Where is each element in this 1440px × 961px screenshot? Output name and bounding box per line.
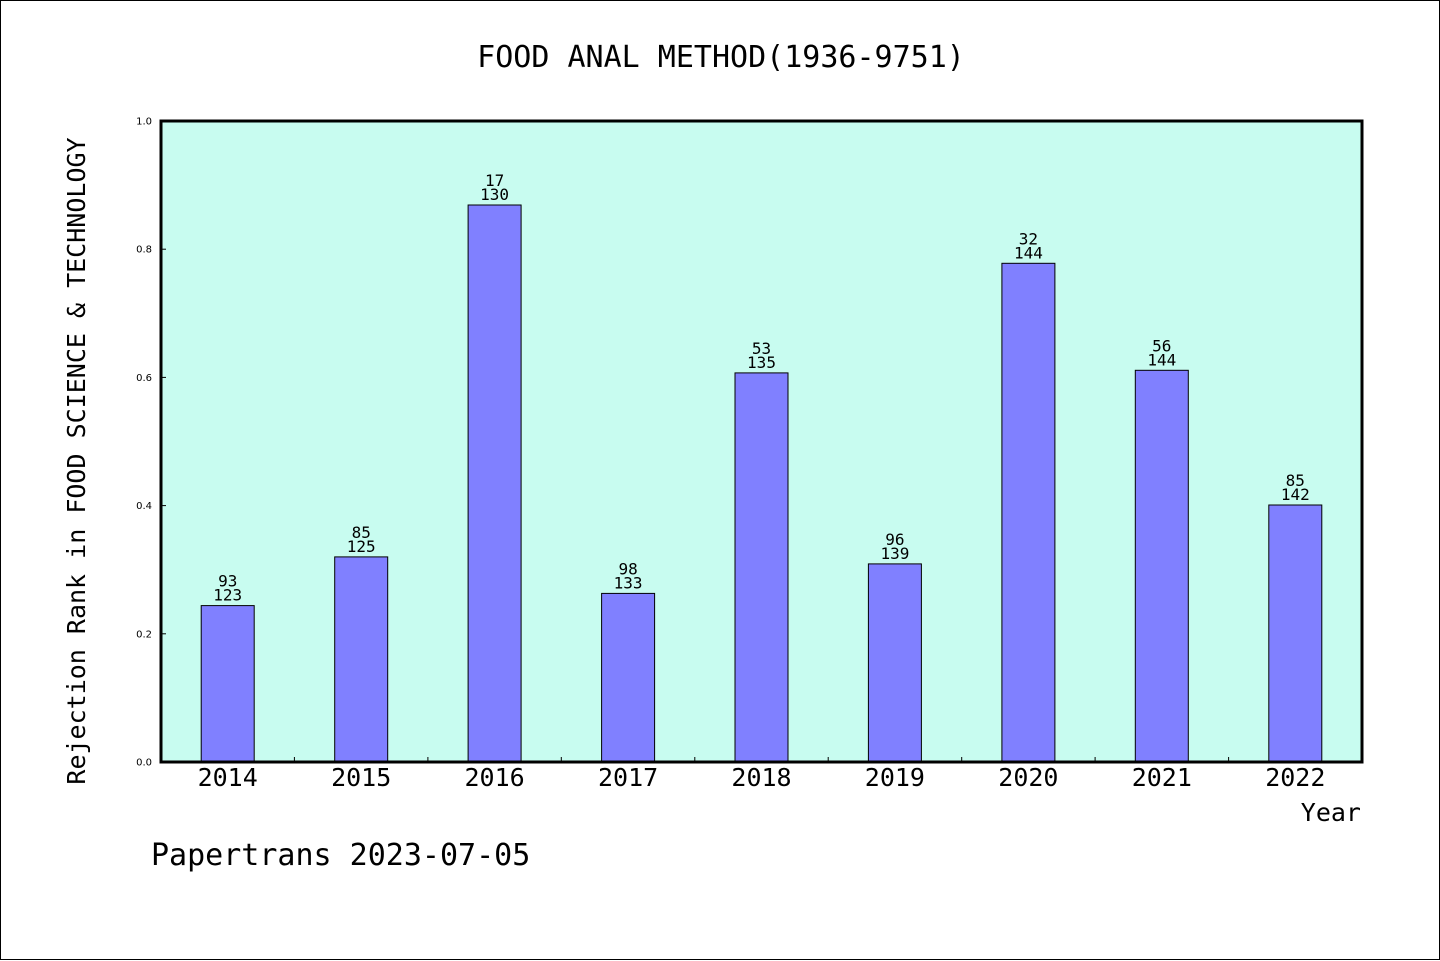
- bar-2014: [200, 605, 255, 763]
- bar-label-rank-2017: 98: [618, 559, 637, 578]
- bar-2020: [1001, 262, 1056, 763]
- y-tick-label-0.8: 0.8: [136, 245, 152, 256]
- x-tick-label-2019: 2019: [865, 763, 925, 792]
- bar-label-total-2014: 123: [213, 586, 242, 605]
- x-tick-label-2021: 2021: [1132, 763, 1192, 792]
- chart-title: FOOD ANAL METHOD(1936-9751): [477, 40, 965, 75]
- bar-label-total-2017: 133: [614, 573, 643, 592]
- y-tick-label-0.2: 0.2: [136, 629, 152, 640]
- y-tick-label-0.0: 0.0: [136, 758, 152, 769]
- bar-2017: [601, 592, 656, 763]
- bar-label-rank-2019: 96: [885, 530, 904, 549]
- bar-label-total-2022: 142: [1281, 485, 1310, 504]
- bar-2019: [867, 563, 922, 763]
- bar-label-rank-2015: 85: [352, 523, 371, 542]
- bar-label-rank-2021: 56: [1152, 336, 1171, 355]
- x-tick-label-2016: 2016: [464, 763, 524, 792]
- footer-text: Papertrans 2023-07-05: [151, 838, 530, 873]
- bar-label-total-2018: 135: [747, 353, 776, 372]
- bar-label-rank-2016: 17: [485, 171, 504, 190]
- x-tick-label-2017: 2017: [598, 763, 658, 792]
- bar-2018: [734, 372, 789, 763]
- bar-label-rank-2014: 93: [218, 572, 237, 591]
- bar-label-rank-2020: 32: [1019, 229, 1038, 248]
- bar-2021: [1134, 369, 1189, 763]
- bar-label-total-2016: 130: [480, 185, 509, 204]
- x-tick-label-2015: 2015: [331, 763, 391, 792]
- plot-border: [159, 119, 1364, 764]
- x-axis-label: Year: [1301, 798, 1361, 827]
- x-tick-label-2014: 2014: [198, 763, 258, 792]
- bar-label-total-2019: 139: [880, 544, 909, 563]
- y-tick-label-0.4: 0.4: [136, 501, 152, 512]
- x-tick-label-2022: 2022: [1265, 763, 1325, 792]
- bar-label-total-2021: 144: [1147, 350, 1176, 369]
- bar-label-total-2015: 125: [347, 537, 376, 556]
- y-tick-label-1.0: 1.0: [136, 117, 152, 128]
- y-tick-label-0.6: 0.6: [136, 373, 152, 384]
- bar-label-total-2020: 144: [1014, 243, 1043, 262]
- bar-2016: [467, 204, 522, 763]
- bar-label-rank-2018: 53: [752, 339, 771, 358]
- x-axis-ticks: 2014 2015 2016 2017 2018 2019 2020 2021 2022: [198, 757, 1325, 792]
- y-axis-label: Rejection Rank in FOOD SCIENCE & TECHNOL…: [62, 137, 91, 784]
- bar-label-rank-2022: 85: [1286, 471, 1305, 490]
- bar-2015: [334, 556, 389, 763]
- x-tick-label-2020: 2020: [998, 763, 1058, 792]
- x-tick-label-2018: 2018: [731, 763, 791, 792]
- bar-2022: [1268, 504, 1323, 763]
- bar-group: 9312385125171309813353135961393214456144…: [200, 171, 1323, 763]
